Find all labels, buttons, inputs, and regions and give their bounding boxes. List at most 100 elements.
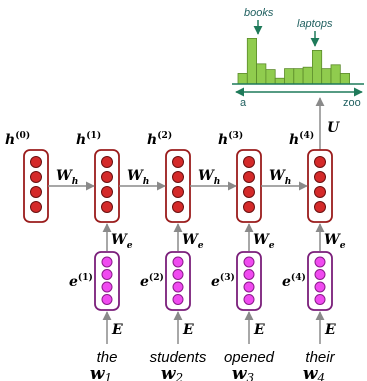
distribution-bar xyxy=(274,77,285,85)
word-text: students xyxy=(150,349,207,366)
embedding-box xyxy=(236,251,262,311)
hidden-state-3: h(3) xyxy=(218,130,262,223)
distribution-bar xyxy=(265,69,276,85)
hidden-state-2: h(2) xyxy=(147,130,191,223)
hidden-state-4: h(4) xyxy=(289,130,333,223)
recurrent-weight-label: Wh xyxy=(198,168,220,187)
embedding-unit xyxy=(101,294,113,305)
embedding-weight-label: We xyxy=(253,232,275,251)
embedding-unit xyxy=(101,256,113,268)
hidden-unit xyxy=(30,171,42,183)
peak-label-books: books xyxy=(244,7,274,19)
distribution-bar xyxy=(302,66,313,85)
embedding-unit xyxy=(243,269,255,280)
output-distribution: a zoo books laptops xyxy=(232,7,364,109)
embedding-box xyxy=(307,251,333,311)
embedding-unit xyxy=(172,294,184,305)
embedding-1: e(1) We E xyxy=(69,223,133,344)
embedding-unit xyxy=(101,269,113,280)
distribution-bar xyxy=(311,50,323,85)
hidden-state-label: h(3) xyxy=(218,130,243,148)
embedding-label: e(2) xyxy=(140,272,164,290)
distribution-bar xyxy=(339,73,350,85)
hidden-unit xyxy=(101,156,113,168)
hidden-unit xyxy=(314,201,326,213)
hidden-unit xyxy=(172,186,184,198)
hidden-state-0: h(0) xyxy=(5,130,49,223)
embedding-weight-label: We xyxy=(182,232,204,251)
embedding-box xyxy=(165,251,191,311)
embedding-unit xyxy=(314,269,326,280)
hidden-state-label: h(0) xyxy=(5,130,30,148)
hidden-unit xyxy=(243,156,255,168)
word-text: their xyxy=(305,349,335,366)
embedding-3: e(3) We E xyxy=(211,223,275,344)
distribution-bar xyxy=(237,73,248,85)
embedding-2: e(2) We E xyxy=(140,223,204,344)
embedding-matrix-label: E xyxy=(111,322,123,338)
word-variable: w3 xyxy=(232,364,255,381)
word-variable: w4 xyxy=(303,364,325,381)
hidden-unit xyxy=(243,186,255,198)
hidden-unit xyxy=(314,171,326,183)
embedding-label: e(4) xyxy=(282,272,306,290)
hidden-state-label: h(4) xyxy=(289,130,314,148)
embedding-layer: e(1) We Ee(2) We Ee(3) We Ee(4) We E xyxy=(69,223,346,344)
word-text: the xyxy=(97,349,118,366)
hidden-unit xyxy=(243,171,255,183)
distribution-bar xyxy=(246,38,258,85)
distribution-bar xyxy=(293,68,304,85)
hidden-unit xyxy=(30,201,42,213)
recurrent-connections: Wh Wh Wh Wh xyxy=(48,168,308,191)
distribution-bar xyxy=(256,63,267,85)
hidden-state-label: h(2) xyxy=(147,130,172,148)
hidden-unit xyxy=(101,201,113,213)
embedding-weight-label: We xyxy=(324,232,346,251)
embedding-unit xyxy=(243,281,255,293)
word-text: opened xyxy=(224,349,275,366)
hidden-unit xyxy=(101,171,113,183)
hidden-unit xyxy=(243,201,255,213)
embedding-unit xyxy=(172,256,184,268)
hidden-unit xyxy=(314,156,326,168)
embedding-matrix-label: E xyxy=(253,322,265,338)
recurrent-weight-label: Wh xyxy=(56,168,78,187)
embedding-matrix-label: E xyxy=(182,322,194,338)
peak-label-laptops: laptops xyxy=(297,18,333,30)
hidden-unit xyxy=(172,171,184,183)
embedding-unit xyxy=(314,256,326,268)
embedding-box xyxy=(94,251,120,311)
hidden-state-1: h(1) xyxy=(76,130,120,223)
hidden-unit xyxy=(172,156,184,168)
word-variable: w1 xyxy=(90,364,112,381)
distribution-bar xyxy=(330,64,341,85)
word-variable: w2 xyxy=(161,364,183,381)
distribution-bar xyxy=(321,68,332,85)
recurrent-weight-label: Wh xyxy=(269,168,291,187)
hidden-unit xyxy=(172,201,184,213)
recurrent-weight-label: Wh xyxy=(127,168,149,187)
embedding-label: e(3) xyxy=(211,272,235,290)
hidden-state-label: h(1) xyxy=(76,130,101,148)
embedding-matrix-label: E xyxy=(324,322,336,338)
distribution-bar xyxy=(284,68,295,85)
hidden-unit xyxy=(101,186,113,198)
embedding-weight-label: We xyxy=(111,232,133,251)
embedding-unit xyxy=(314,294,326,305)
output-weight-label: U xyxy=(327,120,340,136)
hidden-unit xyxy=(314,186,326,198)
axis-end-label: zoo xyxy=(343,97,361,109)
embedding-unit xyxy=(101,281,113,293)
axis-start-label: a xyxy=(240,97,247,109)
embedding-unit xyxy=(172,269,184,280)
embedding-label: e(1) xyxy=(69,272,93,290)
embedding-unit xyxy=(172,281,184,293)
embedding-4: e(4) We E xyxy=(282,223,346,344)
embedding-unit xyxy=(243,294,255,305)
